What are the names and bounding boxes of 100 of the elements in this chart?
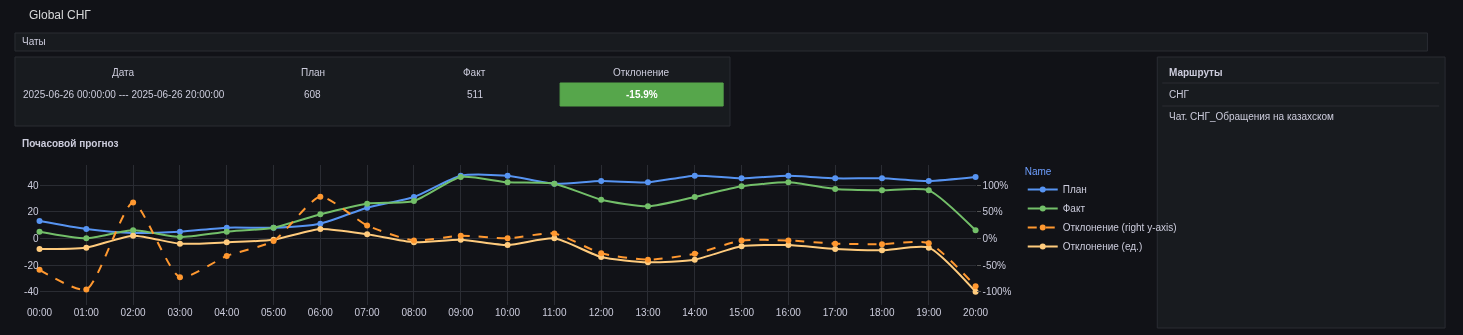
x-tick-label: 14:00 — [682, 307, 708, 318]
text: Маршруты — [1169, 67, 1223, 78]
y2-tick-label: -50% — [982, 259, 1007, 271]
x-tick-label: 06:00 — [307, 307, 334, 318]
point — [317, 193, 324, 200]
y-tick-label: 40 — [27, 179, 39, 191]
point — [738, 237, 745, 244]
point — [504, 172, 511, 179]
y2-tick-label: 0% — [982, 232, 998, 244]
y-tick-label: -40 — [24, 286, 39, 298]
x-tick-label: 08:00 — [401, 307, 427, 318]
point — [176, 234, 183, 240]
point — [972, 283, 979, 290]
point — [598, 178, 605, 184]
point — [364, 200, 371, 207]
x-tick-label: 10:00 — [495, 307, 521, 318]
x-tick-label: 11:00 — [542, 307, 567, 318]
text: Чат. СНГ_Обращения на казахском — [1169, 111, 1335, 122]
point — [176, 240, 183, 247]
point — [317, 211, 324, 218]
point — [738, 243, 745, 250]
point — [504, 242, 511, 248]
point — [878, 247, 885, 254]
point — [832, 186, 839, 192]
point — [223, 228, 230, 235]
point — [785, 179, 792, 186]
point — [878, 241, 885, 248]
text: Global СНГ — [29, 8, 92, 22]
point — [504, 179, 511, 186]
x-tick-label: 03:00 — [167, 307, 193, 318]
point — [832, 240, 839, 247]
text: 2025-06-26 00:00:00 --- 2025-06-26 20:00:00 — [23, 89, 225, 100]
point — [83, 286, 90, 293]
text: Чаты — [22, 36, 46, 47]
chart-title: Почасовой прогноз — [22, 138, 119, 149]
y2-tick-label: 100% — [982, 179, 1009, 191]
point — [457, 232, 464, 239]
text: 511 — [467, 89, 484, 100]
x-tick-label: 12:00 — [588, 307, 615, 318]
point — [691, 194, 698, 200]
x-tick-label: 19:00 — [916, 307, 942, 318]
point — [504, 235, 511, 242]
point — [130, 199, 137, 206]
x-tick-label: 13:00 — [635, 307, 661, 318]
text: -15.9% — [626, 89, 658, 100]
legend-label: Отклонение (right y-axis) — [1062, 222, 1177, 234]
point — [598, 250, 605, 257]
point — [551, 235, 558, 242]
point — [785, 237, 792, 244]
x-tick-label: 04:00 — [214, 307, 240, 318]
point — [691, 250, 698, 257]
point — [36, 228, 43, 235]
point — [223, 252, 230, 259]
point — [738, 175, 745, 182]
point — [878, 175, 885, 182]
point — [83, 235, 90, 242]
point — [925, 244, 932, 251]
text: Дата — [112, 67, 135, 78]
point — [925, 178, 932, 184]
point — [925, 187, 932, 194]
legend-label: Факт — [1062, 203, 1086, 215]
y-tick-label: 20 — [27, 206, 39, 218]
point — [551, 230, 558, 237]
legend-title: Name — [1024, 166, 1052, 177]
point — [598, 196, 605, 203]
point — [317, 220, 324, 227]
x-tick-label: 15:00 — [729, 307, 755, 318]
point — [364, 231, 371, 238]
point — [36, 218, 43, 224]
legend-label: Отклонение (ед.) — [1062, 241, 1143, 253]
point — [691, 172, 698, 179]
point — [83, 226, 90, 232]
point — [925, 240, 932, 247]
point — [691, 256, 698, 263]
x-tick-label: 01:00 — [73, 307, 100, 318]
point — [785, 172, 792, 179]
point — [878, 187, 885, 194]
text: План — [301, 67, 326, 78]
x-tick-label: 17:00 — [822, 307, 849, 318]
text: СНГ — [1169, 89, 1190, 100]
point — [83, 244, 90, 251]
x-tick-label: 07:00 — [354, 307, 381, 318]
point — [317, 226, 324, 232]
x-tick-label: 20:00 — [963, 307, 989, 318]
y2-tick-label: 50% — [982, 206, 1003, 218]
text: Отклонение — [613, 67, 670, 78]
point — [972, 227, 979, 234]
point — [832, 246, 839, 252]
point — [832, 175, 839, 182]
x-tick-label: 18:00 — [869, 307, 895, 318]
point — [364, 222, 371, 229]
y-tick-label: -20 — [24, 259, 39, 271]
x-tick-label: 02:00 — [120, 307, 147, 318]
x-tick-label: 00:00 — [27, 307, 53, 318]
y-tick-label: 0 — [32, 232, 39, 244]
point — [972, 288, 979, 295]
point — [738, 183, 745, 190]
x-tick-label: 09:00 — [448, 307, 474, 318]
x-tick-label: 05:00 — [261, 307, 287, 318]
point — [644, 203, 651, 210]
